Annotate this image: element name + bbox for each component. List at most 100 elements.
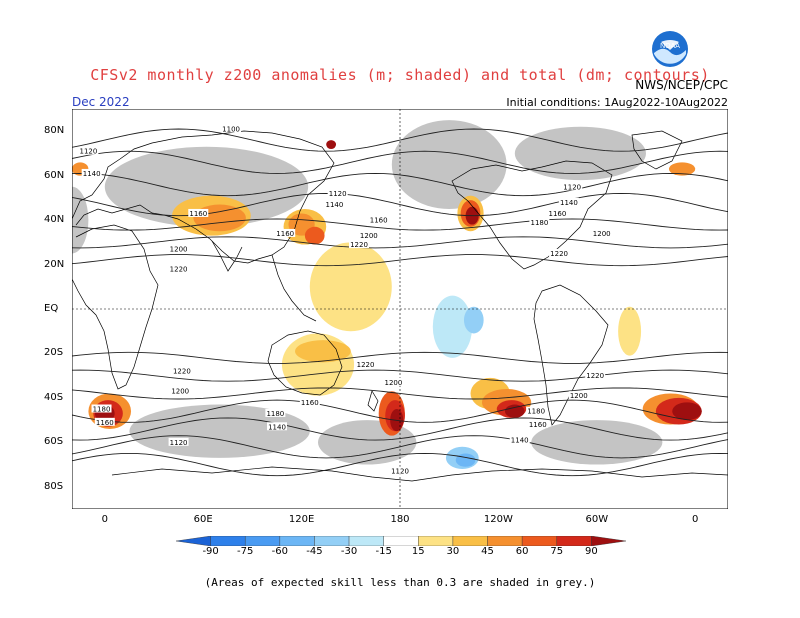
- contour-label: 1220: [171, 366, 192, 376]
- coast-australia: [267, 330, 343, 396]
- contour-label: 1180: [91, 404, 112, 414]
- initial-conditions: Initial conditions: 1Aug2022-10Aug2022: [506, 96, 728, 109]
- contour-label-text: 1200: [171, 388, 189, 396]
- colorbar-segment: [487, 536, 523, 546]
- colorbar: [176, 536, 626, 546]
- lon-tick-label: 0: [692, 514, 699, 525]
- contour-label-text: 1220: [170, 266, 188, 274]
- height-contour: [72, 351, 728, 364]
- contour-label-text: 1160: [529, 421, 547, 429]
- coast-europe-asia: [72, 130, 335, 264]
- lat-tick-label: 80S: [44, 480, 64, 492]
- contour-label: 1120: [327, 188, 348, 198]
- skill-mask-region: [104, 146, 309, 227]
- contour-label: 1140: [324, 200, 345, 209]
- colorbar-label: -30: [340, 546, 358, 557]
- height-contour: [72, 254, 728, 267]
- contour-label-text: 1220: [550, 250, 568, 258]
- contour-label-text: 1160: [549, 210, 567, 218]
- contour-label-text: 1200: [360, 232, 378, 240]
- contour-label: 1100: [221, 124, 242, 134]
- lat-tick-label: 60N: [44, 169, 65, 181]
- contour-label: 1160: [188, 208, 209, 218]
- colorbar-label: 75: [550, 546, 564, 557]
- height-contour: [72, 128, 728, 152]
- colorbar-label: 30: [446, 546, 460, 557]
- contour-label-text: 1160: [96, 419, 114, 427]
- height-contour: [72, 452, 728, 477]
- lat-tick-label: 20N: [44, 258, 65, 270]
- height-contour: [72, 172, 728, 197]
- contour-label: 1200: [358, 231, 379, 240]
- coastline-layer: [72, 130, 728, 482]
- anomaly-blob: [672, 402, 702, 421]
- contour-label: 1140: [81, 168, 102, 178]
- contour-label: 1200: [591, 228, 612, 238]
- contour-label: 1200: [568, 391, 589, 400]
- contour-label-text: 1180: [527, 408, 545, 416]
- colorbar-label: -60: [271, 546, 289, 557]
- contour-label-text: 1140: [511, 437, 529, 445]
- anomaly-blob: [304, 226, 325, 245]
- colorbar-label: -75: [237, 546, 254, 557]
- colorbar-segment: [176, 536, 211, 546]
- contour-label-text: 1160: [370, 217, 388, 225]
- lat-tick-label: 40N: [44, 214, 65, 226]
- contour-label-text: 1120: [170, 439, 188, 447]
- noaa-logo-text: NOAA: [660, 43, 680, 50]
- height-contour: [72, 417, 728, 441]
- anomaly-blob: [309, 242, 392, 332]
- anomaly-blob: [295, 340, 351, 363]
- contour-label-text: 1200: [570, 392, 588, 400]
- contour-label-text: 1220: [357, 361, 375, 369]
- coast-africa: [72, 224, 159, 390]
- colorbar-segment: [279, 536, 315, 546]
- colorbar-segment: [521, 536, 557, 546]
- contour-label: 1140: [267, 422, 287, 431]
- anomaly-blob: [432, 295, 473, 358]
- contour-label-text: 1120: [391, 468, 409, 476]
- agency-label: NWS/NCEP/CPC: [635, 78, 728, 92]
- colorbar-segment: [348, 536, 384, 546]
- contour-label: 1160: [368, 215, 389, 225]
- valid-month: Dec 2022: [72, 95, 130, 109]
- contour-label-text: 1200: [385, 379, 403, 387]
- colorbar-segment: [556, 536, 592, 546]
- colorbar-segment: [245, 536, 281, 546]
- noaa-logo: NOAA: [651, 30, 689, 68]
- contour-label: 1200: [383, 377, 404, 387]
- height-contour: [72, 150, 728, 174]
- contour-label-text: 1180: [266, 410, 284, 418]
- contour-label: 1120: [562, 182, 583, 191]
- height-contour: [72, 236, 728, 249]
- contour-label: 1120: [390, 466, 410, 476]
- lat-tick-label: 80N: [44, 125, 65, 137]
- contour-label: 1180: [265, 408, 286, 418]
- coast-new-zealand: [367, 390, 379, 412]
- anomaly-blob: [618, 306, 642, 356]
- contour-label-text: 1160: [276, 230, 294, 238]
- chart-title: CFSv2 monthly z200 anomalies (m; shaded)…: [90, 66, 710, 84]
- anomaly-map: 1100112011401160112011401160116012001220…: [72, 109, 728, 509]
- coast-north-america: [451, 160, 613, 270]
- contour-label-text: 1200: [170, 246, 188, 254]
- skill-mask-region: [514, 126, 646, 181]
- anomaly-blob: [504, 404, 525, 418]
- lon-tick-label: 120W: [483, 514, 513, 525]
- contour-label-text: 1220: [586, 372, 604, 380]
- contour-label-text: 1140: [560, 199, 578, 207]
- contour-label: 1160: [94, 417, 115, 427]
- contour-label: 1220: [355, 360, 376, 369]
- contour-label-text: 1120: [563, 183, 581, 191]
- contour-label: 1180: [529, 217, 550, 227]
- height-contour: [72, 192, 728, 217]
- height-contour: [72, 218, 728, 231]
- contour-label: 1200: [170, 386, 191, 396]
- height-contour: [72, 369, 728, 382]
- contour-label: 1220: [549, 248, 570, 258]
- anomaly-blob: [668, 162, 696, 176]
- height-contour: [72, 435, 728, 459]
- grid-layer: [72, 109, 728, 509]
- contour-label-text: 1220: [173, 368, 191, 376]
- contour-label: 1220: [168, 264, 189, 274]
